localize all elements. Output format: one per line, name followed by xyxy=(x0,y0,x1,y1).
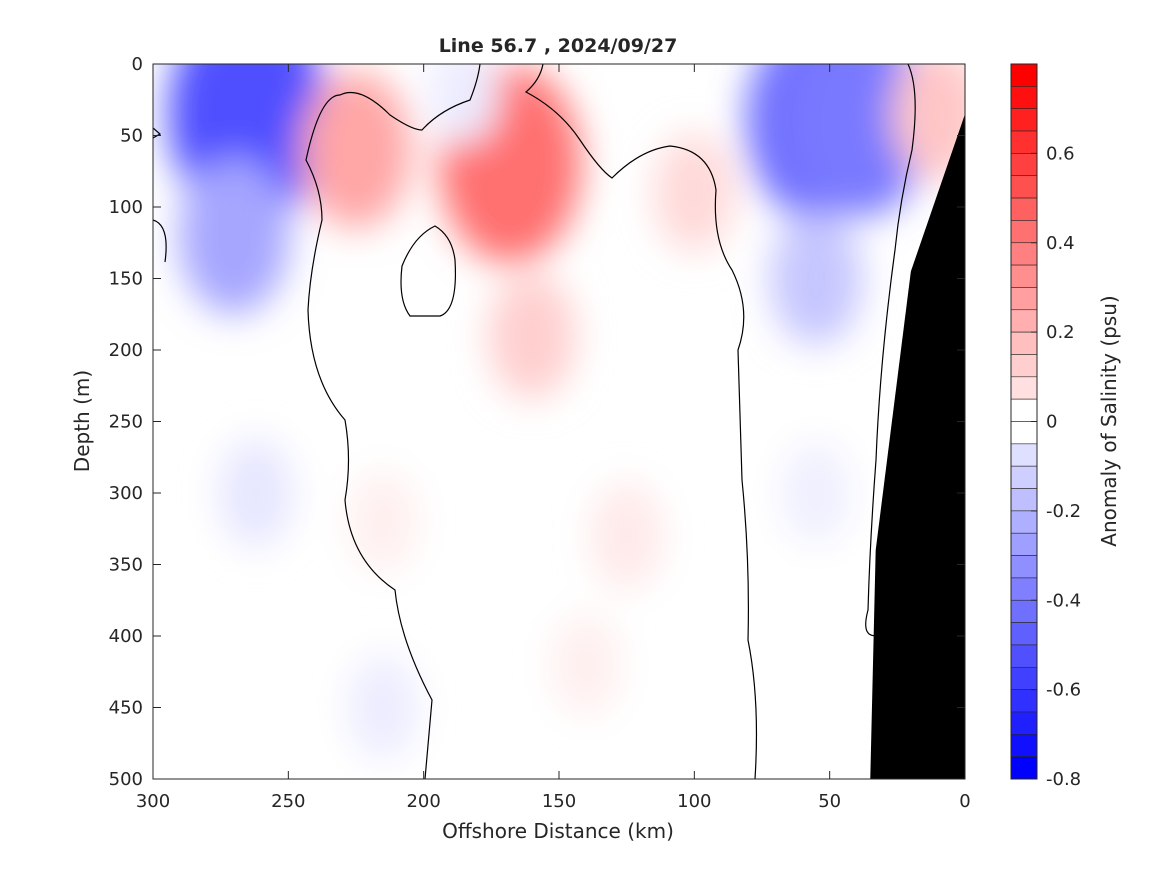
y-tick-label: 350 xyxy=(109,555,143,576)
zero-contour-edge-tick xyxy=(153,127,162,139)
y-tick-label: 400 xyxy=(109,626,143,647)
y-tick-label: 450 xyxy=(109,698,143,719)
anomaly-blob-6 xyxy=(590,482,663,590)
colorbar-segment xyxy=(1010,220,1038,244)
anomaly-blob-3 xyxy=(300,71,412,229)
y-tick-label: 250 xyxy=(109,412,143,433)
y-tick-label: 150 xyxy=(109,269,143,290)
anomaly-blob-5 xyxy=(488,272,576,399)
colorbar-segment xyxy=(1010,242,1038,266)
x-tick-label: 150 xyxy=(542,791,576,812)
y-tick-label: 200 xyxy=(109,340,143,361)
colorbar-segment xyxy=(1010,63,1038,87)
y-tick-label: 500 xyxy=(109,769,143,790)
colorbar-segment xyxy=(1010,510,1038,534)
colorbar: -0.8 -0.6 -0.4 -0.2 0 0.2 0.4 0.6 xyxy=(1010,63,1081,790)
anomaly-blob-9 xyxy=(653,133,736,253)
colorbar-tick-label: -0.4 xyxy=(1046,590,1081,611)
y-tick-label: 300 xyxy=(109,483,143,504)
anomaly-field xyxy=(168,64,965,760)
zero-contour-left xyxy=(153,219,167,263)
colorbar-tick-label: -0.2 xyxy=(1046,501,1081,522)
x-tick-label: 300 xyxy=(136,791,170,812)
x-axis: 300 250 200 150 100 50 0 xyxy=(136,64,971,812)
colorbar-segment xyxy=(1010,756,1038,780)
colorbar-segment xyxy=(1010,86,1038,109)
colorbar-tick-label: 0 xyxy=(1046,412,1057,433)
colorbar-segment xyxy=(1010,309,1038,333)
colorbar-tick-label: -0.6 xyxy=(1046,680,1081,701)
x-tick-label: 0 xyxy=(959,791,970,812)
y-tick-label: 100 xyxy=(109,197,143,218)
colorbar-segment xyxy=(1010,711,1038,735)
colorbar-segment xyxy=(1010,376,1038,400)
zero-contour-main xyxy=(305,64,481,779)
zero-contour-right xyxy=(865,64,916,637)
bathymetry-mask xyxy=(870,114,965,779)
y-axis: 0 50 100 150 200 250 300 350 400 450 500 xyxy=(109,54,965,790)
y-tick-label: 50 xyxy=(120,126,143,147)
colorbar-segment xyxy=(1010,153,1038,177)
colorbar-segment xyxy=(1010,734,1038,757)
colorbar-segment xyxy=(1010,108,1038,132)
y-axis-label: Depth (m) xyxy=(70,370,94,472)
colorbar-segment xyxy=(1010,287,1038,311)
colorbar-segment xyxy=(1010,197,1038,221)
anomaly-blob-1 xyxy=(179,157,290,315)
zero-contour-mid xyxy=(524,64,758,779)
colorbar-segment xyxy=(1010,398,1038,422)
colorbar-segment xyxy=(1010,532,1038,556)
colorbar-segment xyxy=(1010,555,1038,579)
colorbar-segment xyxy=(1010,689,1038,713)
colorbar-segment xyxy=(1010,354,1038,378)
anomaly-blob-10 xyxy=(428,64,500,145)
colorbar-segment xyxy=(1010,577,1038,601)
x-axis-label: Offshore Distance (km) xyxy=(442,819,674,843)
colorbar-segment xyxy=(1010,622,1038,646)
colorbar-tick-label: -0.8 xyxy=(1046,769,1081,790)
x-tick-label: 100 xyxy=(677,791,711,812)
colorbar-segment xyxy=(1010,175,1038,199)
colorbar-segment xyxy=(1010,421,1038,445)
colorbar-segment xyxy=(1010,488,1038,512)
y-tick-label: 0 xyxy=(132,54,143,75)
colorbar-tick-label: 0.6 xyxy=(1046,143,1075,164)
zero-contour-loop xyxy=(400,225,457,317)
colorbar-label: Anomaly of Salinity (psu) xyxy=(1097,295,1121,546)
x-tick-label: 200 xyxy=(406,791,440,812)
anomaly-blob-15 xyxy=(891,64,965,181)
anomaly-blob-16 xyxy=(347,655,419,760)
anomaly-blob-2 xyxy=(218,438,294,548)
x-tick-label: 50 xyxy=(818,791,841,812)
colorbar-segment xyxy=(1010,599,1038,623)
colorbar-tick-label: 0.2 xyxy=(1046,322,1075,343)
anomaly-blob-14 xyxy=(781,442,851,544)
colorbar-segment xyxy=(1010,644,1038,668)
chart-title: Line 56.7 , 2024/09/27 xyxy=(439,35,678,57)
anomaly-blob-13 xyxy=(769,211,863,346)
colorbar-segment xyxy=(1010,331,1038,355)
colorbar-segment xyxy=(1010,443,1038,467)
zero-contours xyxy=(153,64,916,779)
x-tick-label: 250 xyxy=(271,791,305,812)
anomaly-blob-7 xyxy=(551,613,621,716)
anomaly-blob-8 xyxy=(348,470,418,573)
colorbar-segment xyxy=(1010,264,1038,288)
colorbar-segment xyxy=(1010,465,1038,489)
colorbar-segment xyxy=(1010,666,1038,690)
colorbar-tick-label: 0.4 xyxy=(1046,233,1075,254)
plot-area xyxy=(153,64,965,779)
colorbar-segment xyxy=(1010,130,1038,154)
